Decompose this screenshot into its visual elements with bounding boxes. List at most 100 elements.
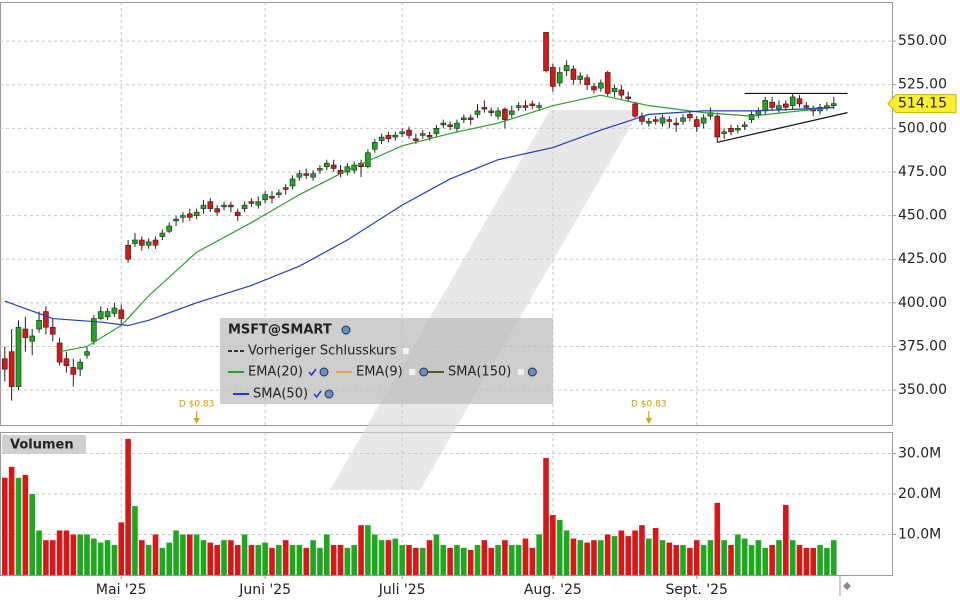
volume-bar xyxy=(385,540,392,575)
volume-bar xyxy=(817,545,823,575)
candle-body xyxy=(721,131,727,134)
candle-body xyxy=(447,124,453,127)
volume-bar xyxy=(43,540,49,575)
volume-bar xyxy=(611,536,618,575)
y-tick-label: 475.00 xyxy=(898,164,947,180)
candle-body xyxy=(454,122,460,129)
candle-body xyxy=(193,211,200,216)
candle-body xyxy=(296,173,303,178)
legend-toggle xyxy=(401,347,410,355)
candle-body xyxy=(132,239,138,244)
candle-body xyxy=(419,133,426,136)
legend-label: EMA(9) xyxy=(356,365,403,380)
volume-bar xyxy=(426,540,433,575)
volume-bar xyxy=(289,545,296,575)
candle-body xyxy=(276,192,282,195)
candle-body xyxy=(166,225,173,232)
candle-body xyxy=(323,162,330,168)
volume-bar xyxy=(310,540,316,575)
candle-body xyxy=(200,204,207,209)
candle-body xyxy=(515,105,522,108)
candle-body xyxy=(508,110,515,115)
candle-body xyxy=(214,208,220,213)
volume-bar xyxy=(700,545,707,575)
volume-bar xyxy=(221,540,227,575)
volume-bar xyxy=(714,502,721,575)
candle-body xyxy=(139,239,145,246)
volume-bar xyxy=(461,547,467,575)
legend-icon xyxy=(319,367,329,377)
candle-body xyxy=(735,128,741,131)
candle-body xyxy=(461,117,467,120)
candle-body xyxy=(563,65,570,72)
volume-bar xyxy=(173,530,179,575)
volume-bar xyxy=(625,536,632,575)
volume-bar xyxy=(447,547,453,575)
candle-body xyxy=(426,135,433,138)
candle-body xyxy=(385,135,392,140)
event-label: D $0.83 xyxy=(631,400,667,410)
volume-bar xyxy=(433,534,440,575)
volume-bar xyxy=(652,528,659,575)
volume-bar xyxy=(467,549,474,575)
candle-body xyxy=(625,96,632,99)
volume-bar xyxy=(563,530,570,575)
candle-body xyxy=(748,114,755,120)
legend-toggle xyxy=(408,368,417,376)
volume-bar xyxy=(241,534,248,575)
volume-bar xyxy=(358,525,364,575)
candle-body xyxy=(611,87,618,92)
volume-bar xyxy=(29,493,35,575)
x-tick-label: Aug. '25 xyxy=(524,582,582,598)
volume-bar xyxy=(193,534,200,575)
candle-body xyxy=(406,129,412,136)
last-price-label: 514.15 xyxy=(898,96,947,112)
volume-bar xyxy=(323,534,330,575)
x-tick-label: Sept. '25 xyxy=(666,582,728,598)
y-tick-label: 550.00 xyxy=(898,33,947,49)
candle-body xyxy=(234,211,241,216)
last-price-box xyxy=(887,94,957,114)
volume-bar xyxy=(645,538,652,575)
candle-body xyxy=(598,82,604,89)
event-arrow-head xyxy=(645,418,652,424)
candle-body xyxy=(529,103,536,106)
volume-bar xyxy=(413,547,419,575)
candle-body xyxy=(180,215,186,218)
volume-bar xyxy=(639,525,645,575)
legend-label: EMA(20) xyxy=(248,365,303,380)
y-tick-label: 375.00 xyxy=(898,338,947,354)
volume-bar xyxy=(91,538,97,575)
candle-body xyxy=(604,72,611,94)
candle-body xyxy=(700,117,707,124)
candle-body xyxy=(1,358,8,370)
trend-line xyxy=(717,112,848,143)
volume-bar xyxy=(1,477,8,575)
volume-bar xyxy=(783,504,789,575)
volume-bar xyxy=(399,545,405,575)
candle-body xyxy=(15,326,22,387)
volume-bar xyxy=(36,530,42,575)
volume-bar xyxy=(56,530,63,575)
volume-bar xyxy=(495,545,501,575)
candle-body xyxy=(378,136,385,141)
volume-bar xyxy=(598,540,604,575)
volume-bar xyxy=(344,547,351,575)
volume-bar xyxy=(824,547,830,575)
candle-body xyxy=(481,107,488,110)
candle-body xyxy=(728,128,734,133)
volume-bar xyxy=(166,542,173,575)
legend-check xyxy=(313,390,322,399)
volume-bar xyxy=(776,540,782,575)
candle-body xyxy=(474,110,481,115)
legend-icon xyxy=(419,367,429,377)
candle-body xyxy=(248,201,255,204)
candle-body xyxy=(776,105,782,110)
indicator-line xyxy=(4,106,834,327)
legend: MSFT@SMART Vorheriger Schlusskurs EMA(20)… xyxy=(228,323,537,402)
volume-bar xyxy=(104,540,111,575)
candle-body xyxy=(673,122,679,126)
volume-bar xyxy=(139,540,145,575)
volume-bar xyxy=(419,547,426,575)
